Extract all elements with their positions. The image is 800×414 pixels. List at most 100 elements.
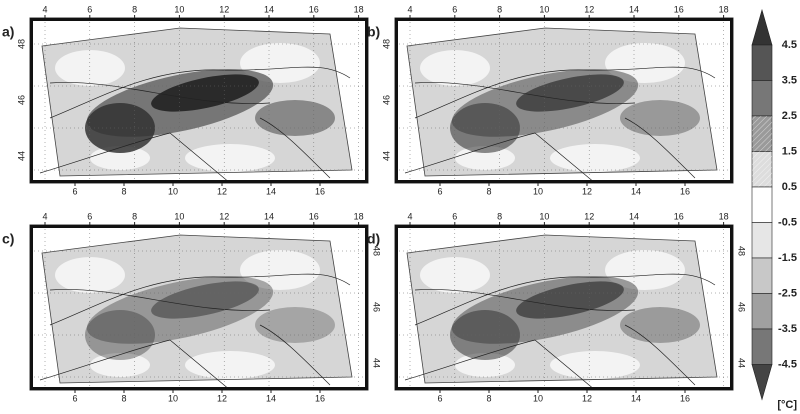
- frame-bar: [395, 225, 398, 390]
- lon-tick-label: 16: [674, 211, 684, 221]
- lon-tick-label: 6: [72, 393, 77, 403]
- lat-tick-label: 44: [737, 358, 747, 368]
- lat-tick-label: 44: [16, 151, 26, 161]
- anomaly-region: [85, 103, 155, 153]
- map-patch: [420, 50, 490, 86]
- lon-tick-label: 10: [168, 393, 178, 403]
- frame-bar: [30, 225, 33, 390]
- colorbar-tick-label: 2.5: [782, 110, 797, 122]
- map-patch: [55, 257, 125, 293]
- lon-tick-label: 16: [680, 393, 690, 403]
- anomaly-region: [151, 281, 259, 319]
- lon-tick-label: 14: [631, 186, 641, 196]
- lat-tick-label: 46: [372, 302, 382, 312]
- lon-tick-label: 12: [584, 4, 594, 14]
- lon-tick-label: 14: [264, 4, 274, 14]
- lon-tick-label: 8: [486, 186, 491, 196]
- colorbar-bin: [751, 293, 773, 330]
- lon-tick-label: 12: [217, 393, 227, 403]
- lon-tick-label: 10: [168, 186, 178, 196]
- lon-tick-label: 10: [539, 211, 549, 221]
- frame-bar: [395, 387, 733, 390]
- anomaly-region: [255, 307, 335, 343]
- lat-tick-label: 44: [381, 151, 391, 161]
- map-patch: [185, 351, 275, 379]
- lon-tick-label: 14: [629, 211, 639, 221]
- panel-label: a): [2, 24, 14, 40]
- lon-tick-label: 8: [497, 4, 502, 14]
- lon-tick-label: 14: [631, 393, 641, 403]
- anomaly-region: [450, 103, 520, 153]
- colorbar-bin: [751, 222, 773, 259]
- lat-tick-label: 46: [737, 302, 747, 312]
- lon-tick-label: 6: [452, 4, 457, 14]
- lon-tick-label: 18: [354, 4, 364, 14]
- lon-tick-label: 8: [132, 4, 137, 14]
- lon-tick-label: 12: [582, 393, 592, 403]
- map-patch: [185, 144, 275, 172]
- lat-tick-label: 46: [381, 95, 391, 105]
- frame-bar: [730, 225, 733, 390]
- lon-tick-label: 16: [315, 393, 325, 403]
- lon-tick-label: 4: [42, 4, 47, 14]
- frame-bar: [30, 180, 368, 183]
- lon-tick-label: 14: [629, 4, 639, 14]
- lon-tick-label: 6: [437, 393, 442, 403]
- lon-tick-label: 10: [533, 393, 543, 403]
- lon-tick-label: 6: [452, 211, 457, 221]
- lon-tick-label: 4: [42, 211, 47, 221]
- anomaly-region: [516, 74, 624, 112]
- anomaly-region: [255, 100, 335, 136]
- panel-label: c): [2, 231, 14, 247]
- colorbar-tick-label: 4.5: [782, 39, 797, 51]
- colorbar-unit: [°C]: [777, 399, 797, 411]
- lon-tick-label: 8: [132, 211, 137, 221]
- lon-tick-label: 8: [497, 211, 502, 221]
- map-patch: [420, 257, 490, 293]
- lon-tick-label: 18: [354, 211, 364, 221]
- frame-bar: [395, 18, 733, 21]
- frame-bar: [395, 180, 733, 183]
- lon-tick-label: 12: [219, 211, 229, 221]
- lon-tick-label: 4: [407, 4, 412, 14]
- coastline: [404, 66, 716, 184]
- colorbar-tick-label: -3.5: [778, 323, 797, 335]
- anomaly-region: [85, 310, 155, 360]
- lon-tick-label: 6: [87, 4, 92, 14]
- lon-tick-label: 16: [680, 186, 690, 196]
- map-patch: [55, 50, 125, 86]
- lon-tick-label: 14: [266, 186, 276, 196]
- lon-tick-label: 8: [121, 186, 126, 196]
- anomaly-region: [516, 281, 624, 319]
- colorbar-bin: [751, 44, 773, 81]
- lat-tick-label: 48: [737, 246, 747, 256]
- lat-tick-label: 48: [16, 39, 26, 49]
- lon-tick-label: 16: [309, 4, 319, 14]
- lon-tick-label: 10: [174, 211, 184, 221]
- lon-tick-label: 6: [437, 186, 442, 196]
- lon-tick-label: 16: [315, 186, 325, 196]
- lon-tick-label: 14: [264, 211, 274, 221]
- frame-bar: [30, 18, 33, 183]
- lon-tick-label: 10: [533, 186, 543, 196]
- colorbar-bin: [751, 186, 773, 223]
- colorbar-hatch: [752, 151, 772, 187]
- panel-label: d): [367, 231, 380, 247]
- lat-tick-label: 44: [372, 358, 382, 368]
- anomaly-region: [620, 307, 700, 343]
- colorbar-tick-label: -1.5: [778, 252, 797, 264]
- frame-bar: [365, 225, 368, 390]
- frame-bar: [730, 18, 733, 183]
- map-patch: [550, 351, 640, 379]
- lat-tick-label: 48: [372, 246, 382, 256]
- lon-tick-label: 12: [219, 4, 229, 14]
- lon-tick-label: 12: [217, 186, 227, 196]
- lon-tick-label: 8: [486, 393, 491, 403]
- lon-tick-label: 10: [539, 4, 549, 14]
- colorbar-bin: [751, 80, 773, 117]
